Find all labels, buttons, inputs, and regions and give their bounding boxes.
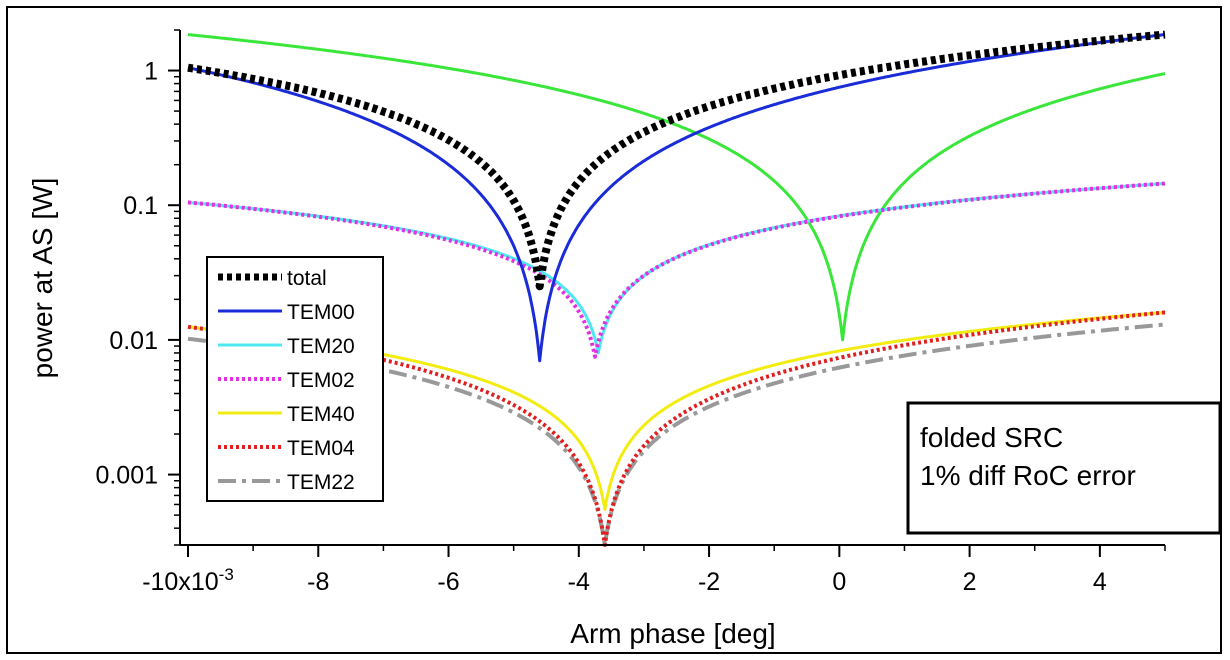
legend-label: TEM40 <box>287 403 355 426</box>
y-axis-label: power at AS [W] <box>27 178 58 379</box>
x-tick-label: -8 <box>307 568 329 596</box>
x-tick-label: -4 <box>568 568 590 596</box>
x-tick-label: 4 <box>1093 568 1107 596</box>
chart-axes <box>179 30 1165 546</box>
legend-label: TEM02 <box>287 369 355 392</box>
y-tick-label: 0.1 <box>123 192 158 220</box>
series-line-tem00 <box>187 33 1166 363</box>
annotation-box: folded SRC 1% diff RoC error <box>906 401 1222 535</box>
annotation-line-1: folded SRC <box>920 422 1063 453</box>
annotation-frame <box>906 401 1222 535</box>
y-tick-label: 1 <box>144 58 158 86</box>
y-tick-label: 0.001 <box>95 462 158 490</box>
legend-label: TEM20 <box>287 335 355 358</box>
legend-label: TEM00 <box>287 301 355 324</box>
series-line-tem02 <box>187 181 1166 359</box>
x-axis-label: Arm phase [deg] <box>570 618 775 649</box>
annotation-line-2: 1% diff RoC error <box>920 460 1136 491</box>
legend: total TEM00 TEM20 TEM02 TEM40 TEM04 TEM22 <box>206 256 384 502</box>
x-tick-label: -10x10-3 <box>142 565 234 596</box>
legend-label: TEM22 <box>287 471 355 494</box>
chart-ticks: -10x10-3 -8 -6 -4 -2 0 2 4 1 0.1 0.01 0.001 <box>95 29 1166 596</box>
x-tick-label: -2 <box>698 568 720 596</box>
x-tick-label: 0 <box>832 568 846 596</box>
series-line-green <box>187 33 1166 342</box>
series-line-tem04 <box>187 310 1166 547</box>
series-line-total <box>185 30 1168 291</box>
y-tick-label: 0.01 <box>109 327 158 355</box>
legend-label: TEM04 <box>287 437 355 460</box>
chart-frame <box>6 6 1222 654</box>
x-tick-label: -6 <box>437 568 459 596</box>
x-tick-label: 2 <box>963 568 977 596</box>
legend-label: total <box>287 267 327 290</box>
series-line-tem22 <box>187 322 1166 547</box>
